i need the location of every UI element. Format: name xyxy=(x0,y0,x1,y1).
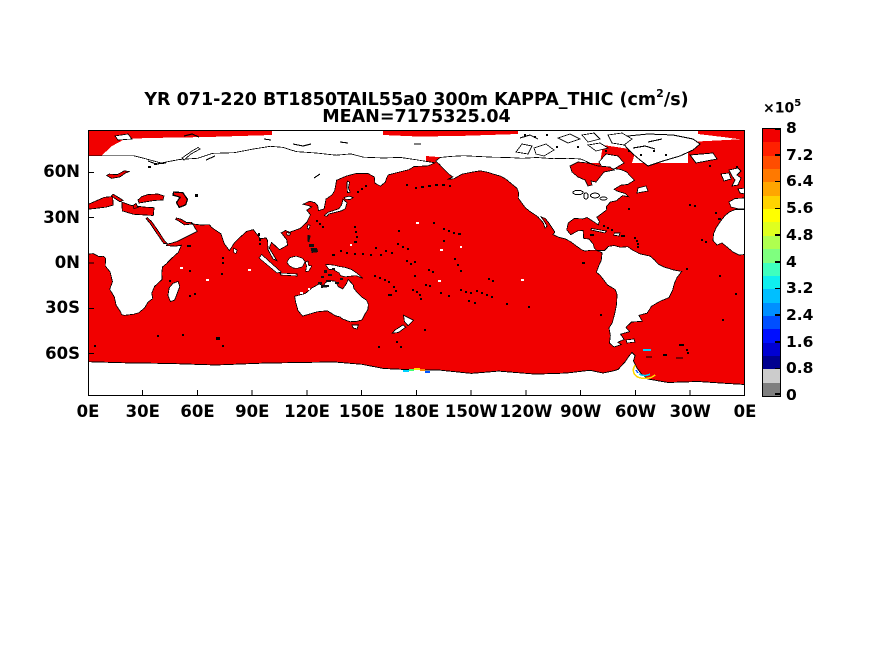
colorbar-segment xyxy=(763,128,780,143)
colorbar-tick-label: 7.2 xyxy=(786,145,814,164)
colorbar-tick-label: 2.4 xyxy=(786,305,814,324)
colorbar-segment xyxy=(763,328,780,343)
x-tick-label: 30E xyxy=(125,402,160,421)
colorbar-segment xyxy=(763,248,780,263)
colorbar-segment xyxy=(763,342,780,356)
plot-border xyxy=(88,130,745,396)
colorbar-segment xyxy=(763,182,780,196)
anomaly-streaks xyxy=(403,349,656,380)
x-tick-label: 120E xyxy=(284,402,330,421)
y-tick-label: 60S xyxy=(45,343,80,363)
colorbar-exponent: ×105 xyxy=(763,98,802,117)
colorbar-tick-label: 4.8 xyxy=(786,225,814,244)
colorbar-tick-mark xyxy=(775,393,780,395)
colorbar-tick-mark xyxy=(775,128,780,130)
x-tick-label: 90W xyxy=(560,402,602,421)
colorbar-segment xyxy=(763,355,780,370)
colorbar-segment xyxy=(763,315,780,330)
y-tick-label: 30N xyxy=(43,207,80,227)
y-tick-label: 60N xyxy=(43,162,80,182)
colorbar-segment xyxy=(763,288,780,303)
colorbar-tick-label: 8 xyxy=(786,119,797,137)
colorbar-tick-mark xyxy=(775,341,780,343)
x-tick-label: 30W xyxy=(669,402,711,421)
colorbar-segment xyxy=(763,302,780,316)
x-tick-label: 60W xyxy=(614,402,657,421)
colorbar-tick-mark xyxy=(775,287,780,290)
colorbar-segment xyxy=(763,195,780,210)
colorbar-tick-label: 3.2 xyxy=(786,279,814,298)
x-tick-label: 0E xyxy=(733,402,757,421)
x-tick-label: 90E xyxy=(235,402,270,421)
colorbar-tick-label: 1.6 xyxy=(786,332,814,351)
colorbar-segment xyxy=(763,262,780,276)
x-tick-label: 120W xyxy=(499,402,553,421)
x-tick-label: 180E xyxy=(393,402,440,421)
colorbar-segment xyxy=(763,235,780,250)
landmass-west-africa xyxy=(712,209,745,256)
world-map-plot xyxy=(88,130,745,396)
colorbar-segments xyxy=(763,128,780,396)
colorbar-tick-label: 0.8 xyxy=(786,359,814,378)
colorbar-segment xyxy=(763,208,780,223)
colorbar-tick-mark xyxy=(775,314,780,316)
x-tick-label: 150W xyxy=(444,402,498,421)
colorbar-tick-mark xyxy=(775,154,780,156)
colorbar-segment xyxy=(763,155,780,170)
plot-subtitle: MEAN=7175325.04 xyxy=(322,107,511,127)
landmass-australia xyxy=(294,278,369,323)
landmass-greenland xyxy=(621,133,701,167)
colorbar-tick-mark xyxy=(775,234,780,236)
colorbar-segment xyxy=(763,275,780,290)
colorbar-segment xyxy=(763,222,780,236)
y-tick-label: 30S xyxy=(45,298,80,318)
colorbar-tick-label: 6.4 xyxy=(786,172,814,191)
y-tick-label: 0N xyxy=(54,252,80,272)
colorbar-tick-label: 0 xyxy=(786,386,797,404)
colorbar-tick-mark xyxy=(775,261,780,263)
colorbar-tick-mark xyxy=(775,367,780,370)
colorbar-tick-label: 5.6 xyxy=(786,199,814,218)
y-axis-ticks xyxy=(88,171,94,355)
colorbar xyxy=(762,128,781,397)
x-tick-label: 60E xyxy=(180,402,215,421)
landmass-eurafrica xyxy=(88,145,437,316)
colorbar-tick-label: 4 xyxy=(786,252,797,271)
colorbar-segment xyxy=(763,142,780,156)
colorbar-segment xyxy=(763,168,780,183)
landmass-south-america xyxy=(595,245,683,348)
plot-title: YR 071-220 BT1850TAIL55a0 300m KAPPA_THI… xyxy=(144,87,689,110)
x-tick-label: 0E xyxy=(76,402,100,421)
colorbar-segment xyxy=(763,382,780,396)
colorbar-segment xyxy=(763,369,780,383)
colorbar-tick-mark xyxy=(775,180,780,183)
x-tick-label: 150E xyxy=(338,402,385,421)
colorbar-tick-mark xyxy=(775,207,780,210)
